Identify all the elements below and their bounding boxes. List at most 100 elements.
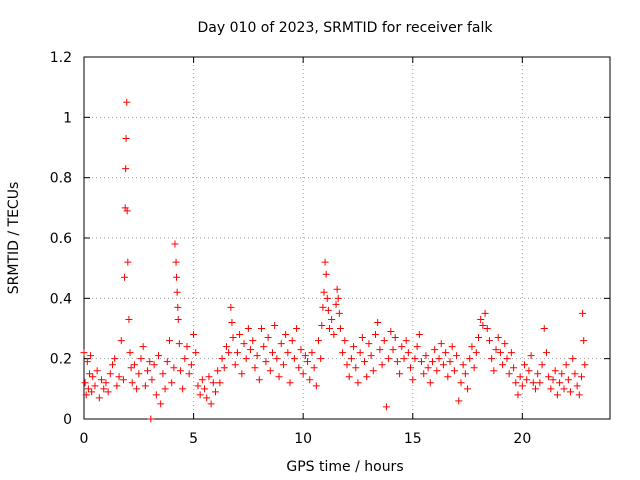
- data-point: [477, 315, 485, 323]
- data-point: [356, 349, 364, 357]
- data-point: [179, 385, 187, 393]
- data-point: [560, 385, 568, 393]
- data-point: [231, 361, 239, 369]
- data-point: [483, 325, 491, 332]
- data-point: [255, 376, 263, 384]
- data-point: [299, 370, 307, 378]
- data-point: [130, 361, 138, 369]
- data-point: [159, 370, 167, 378]
- data-point: [457, 379, 465, 387]
- data-point: [514, 391, 522, 399]
- data-point: [264, 334, 272, 342]
- data-point: [251, 364, 259, 372]
- data-point: [192, 349, 200, 357]
- x-tick-label: 0: [80, 431, 89, 447]
- data-point: [442, 349, 450, 357]
- data-point: [144, 367, 152, 375]
- axis-ticks: 0 0.2 0.4 0.6 0.8 1 1.2 0 5 10 15 20: [50, 50, 610, 447]
- data-point: [175, 340, 183, 348]
- data-point: [321, 258, 329, 266]
- data-point: [301, 352, 309, 360]
- data-point: [174, 303, 182, 311]
- x-tick-label: 10: [294, 431, 312, 447]
- data-point: [415, 331, 423, 339]
- data-point: [361, 358, 369, 366]
- data-point: [139, 343, 147, 351]
- data-point: [393, 358, 401, 366]
- data-point: [113, 382, 121, 390]
- data-point: [404, 349, 412, 357]
- data-point: [84, 385, 92, 393]
- data-point: [461, 370, 469, 378]
- y-axis-title: SRMTID / TECUs: [6, 182, 22, 295]
- data-point: [198, 376, 206, 384]
- data-point: [475, 334, 482, 342]
- data-point: [88, 388, 96, 396]
- data-point: [534, 370, 542, 378]
- data-point: [551, 367, 559, 375]
- data-point: [238, 370, 246, 378]
- data-point: [448, 343, 456, 351]
- data-point: [290, 355, 298, 363]
- data-point: [315, 337, 323, 345]
- data-point: [396, 370, 404, 378]
- data-point: [122, 165, 130, 173]
- data-point: [581, 361, 589, 369]
- data-point: [304, 358, 312, 366]
- data-point: [165, 337, 173, 345]
- data-point: [297, 346, 305, 354]
- data-point: [562, 361, 570, 369]
- data-point: [286, 379, 294, 387]
- data-point: [444, 373, 452, 381]
- data-point: [81, 379, 89, 387]
- data-point: [173, 288, 181, 296]
- data-point: [459, 361, 467, 369]
- x-tick-label: 5: [189, 431, 198, 447]
- data-point: [569, 355, 577, 363]
- data-point: [190, 331, 198, 339]
- data-point: [540, 325, 548, 332]
- data-point: [147, 415, 155, 423]
- data-point: [306, 376, 314, 384]
- data-point: [308, 349, 316, 357]
- data-point: [571, 370, 579, 378]
- data-point: [312, 382, 320, 390]
- data-point: [529, 379, 537, 387]
- data-point: [295, 364, 303, 372]
- data-point: [161, 385, 169, 393]
- data-point: [183, 343, 191, 351]
- data-point: [98, 376, 106, 384]
- data-point: [523, 376, 531, 384]
- data-point: [310, 364, 318, 372]
- data-point: [293, 325, 301, 332]
- data-point: [485, 337, 493, 345]
- data-point: [322, 270, 330, 278]
- data-point: [420, 370, 428, 378]
- data-point: [516, 373, 524, 381]
- data-point: [538, 361, 546, 369]
- data-point: [369, 367, 377, 375]
- data-point: [214, 367, 222, 375]
- data-point: [411, 355, 419, 363]
- data-point: [507, 349, 515, 357]
- data-point: [435, 355, 443, 363]
- data-point: [350, 343, 358, 351]
- y-tick-label: 0.6: [50, 231, 72, 247]
- data-point: [218, 355, 226, 363]
- data-point: [501, 340, 509, 348]
- data-point: [378, 361, 386, 369]
- data-point: [446, 358, 454, 366]
- data-point: [542, 349, 550, 357]
- data-point: [171, 240, 179, 248]
- data-point: [374, 318, 382, 326]
- data-point: [123, 207, 131, 215]
- data-point: [579, 309, 587, 317]
- data-point: [220, 364, 228, 372]
- y-tick-label: 0.2: [50, 352, 72, 368]
- data-point: [332, 300, 340, 308]
- data-point: [203, 394, 211, 402]
- chart-title: Day 010 of 2023, SRMTID for receiver fal…: [198, 20, 494, 36]
- data-point: [336, 325, 344, 332]
- data-point: [106, 370, 114, 378]
